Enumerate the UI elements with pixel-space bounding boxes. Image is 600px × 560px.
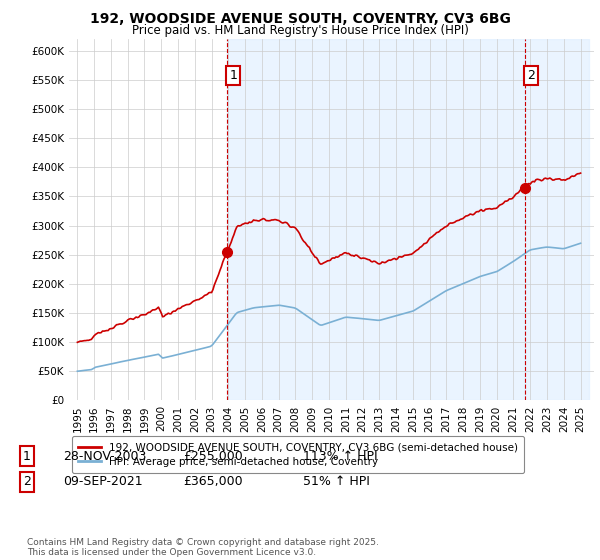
- Text: 09-SEP-2021: 09-SEP-2021: [63, 475, 143, 488]
- Text: 113% ↑ HPI: 113% ↑ HPI: [303, 450, 377, 463]
- Legend: 192, WOODSIDE AVENUE SOUTH, COVENTRY, CV3 6BG (semi-detached house), HPI: Averag: 192, WOODSIDE AVENUE SOUTH, COVENTRY, CV…: [71, 436, 524, 473]
- Text: 28-NOV-2003: 28-NOV-2003: [63, 450, 146, 463]
- Bar: [525, 39, 589, 400]
- Text: 2: 2: [527, 69, 535, 82]
- Text: Contains HM Land Registry data © Crown copyright and database right 2025.
This d: Contains HM Land Registry data © Crown c…: [27, 538, 379, 557]
- Text: 192, WOODSIDE AVENUE SOUTH, COVENTRY, CV3 6BG: 192, WOODSIDE AVENUE SOUTH, COVENTRY, CV…: [89, 12, 511, 26]
- Text: 2: 2: [23, 475, 31, 488]
- Bar: [227, 39, 525, 400]
- Text: £255,000: £255,000: [183, 450, 243, 463]
- Text: 51% ↑ HPI: 51% ↑ HPI: [303, 475, 370, 488]
- Text: Price paid vs. HM Land Registry's House Price Index (HPI): Price paid vs. HM Land Registry's House …: [131, 24, 469, 36]
- Text: 1: 1: [23, 450, 31, 463]
- Text: £365,000: £365,000: [183, 475, 242, 488]
- Text: 1: 1: [229, 69, 237, 82]
